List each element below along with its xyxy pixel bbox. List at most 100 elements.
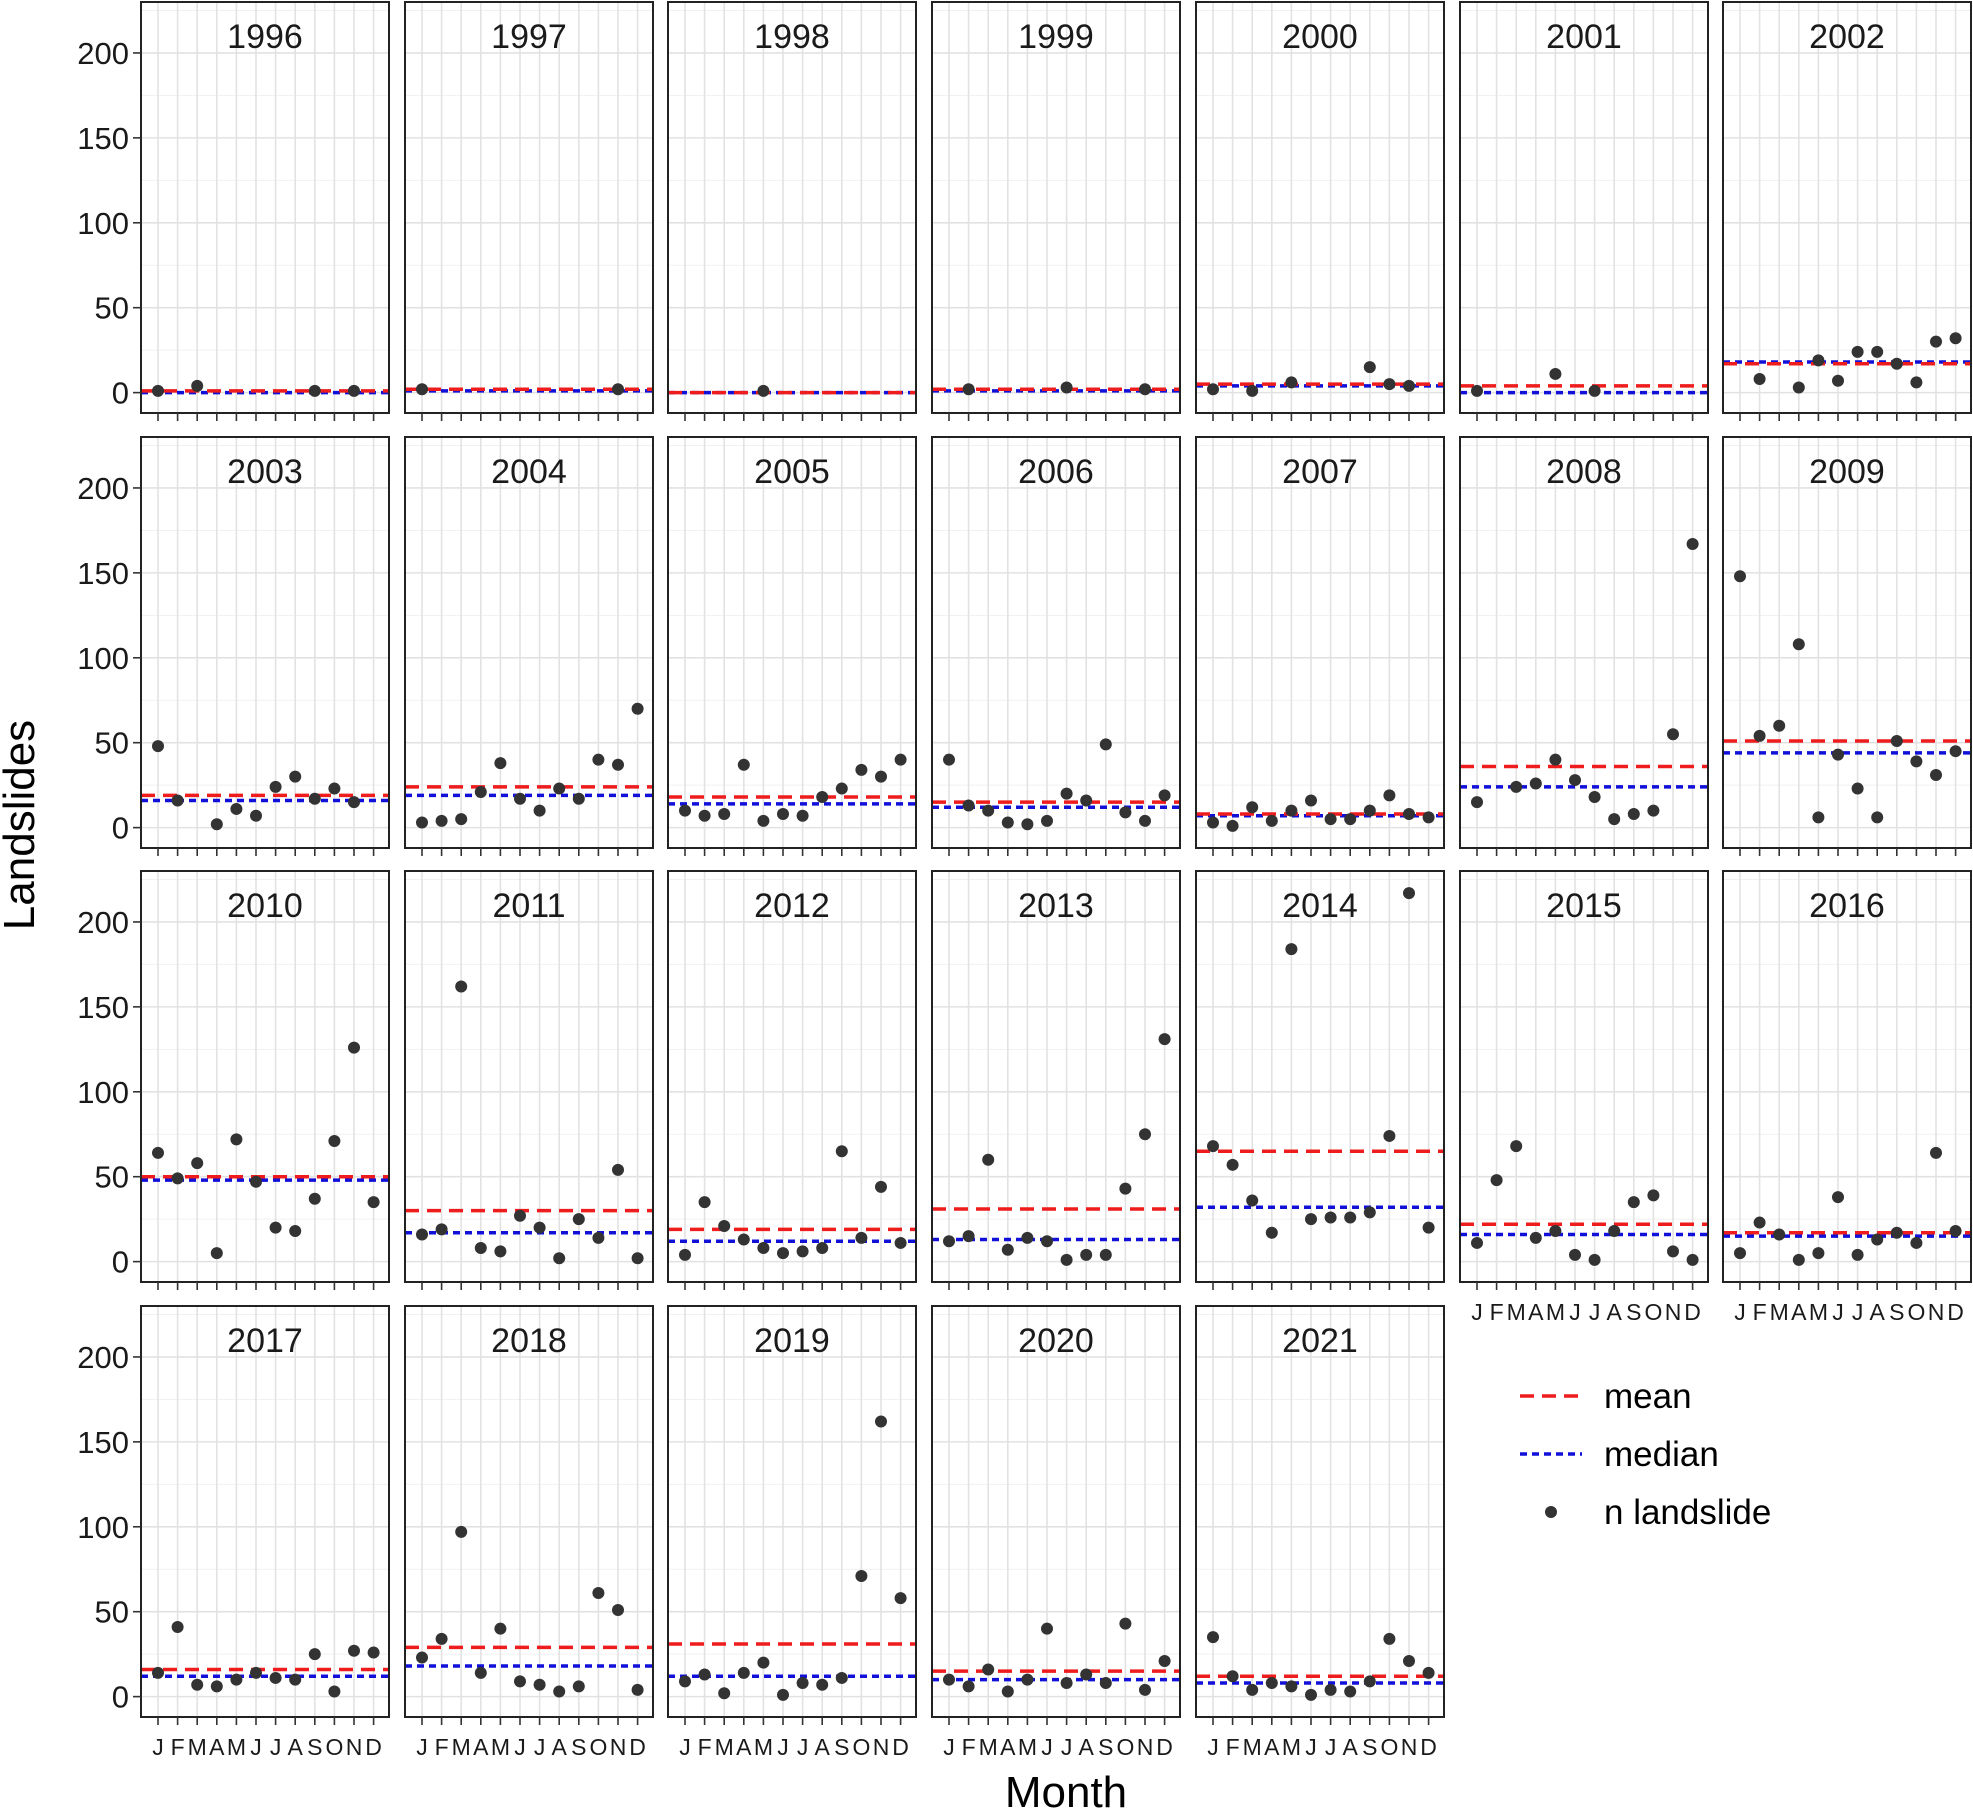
x-tick-label: J [1852, 1299, 1864, 1325]
panel-title: 2002 [1809, 18, 1885, 56]
data-point [1949, 332, 1962, 345]
data-point [1549, 367, 1562, 380]
x-tick-label: O [325, 1734, 343, 1760]
data-point [816, 791, 829, 804]
data-point [1608, 1225, 1621, 1238]
data-point [1910, 1236, 1923, 1249]
data-point [553, 782, 566, 795]
data-point [1383, 1632, 1396, 1645]
panel-background [1723, 2, 1971, 413]
data-point [494, 1245, 507, 1258]
data-point [435, 814, 448, 827]
panel-background [1196, 437, 1444, 848]
data-point [328, 1135, 341, 1148]
data-point [1930, 1146, 1942, 1159]
gridlines [405, 437, 653, 848]
panel-border [404, 1305, 654, 1718]
data-point [289, 770, 302, 783]
y-tick-label: 200 [77, 36, 129, 71]
data-point [757, 814, 770, 827]
x-tick-label: O [1116, 1734, 1134, 1760]
panel-title: 2000 [1282, 18, 1358, 56]
data-point [1812, 811, 1825, 824]
x-tick-label: S [1362, 1734, 1377, 1760]
data-point [348, 1644, 360, 1657]
data-point [835, 1671, 848, 1684]
data-point [1099, 738, 1112, 751]
data-point [875, 770, 887, 783]
x-tick-label: A [1000, 1734, 1016, 1760]
data-point [1471, 796, 1483, 809]
x-tick-label: A [1791, 1299, 1807, 1325]
panel-title: 2007 [1282, 453, 1358, 491]
y-tick-label: 0 [112, 811, 129, 846]
data-point [171, 1620, 184, 1633]
x-tick-label: O [1380, 1734, 1398, 1760]
data-point [1734, 1247, 1746, 1260]
data-point [1890, 735, 1903, 748]
panel-border [931, 436, 1181, 849]
y-tick-label: 50 [95, 726, 129, 761]
data-point [1119, 806, 1132, 819]
panel-border [1459, 1, 1709, 414]
x-tick-label: A [552, 1734, 568, 1760]
data-point [1383, 789, 1396, 802]
data-point [612, 1163, 624, 1176]
data-point [435, 1632, 448, 1645]
legend-key-point [1545, 1506, 1557, 1518]
panel-2004: 2004 [404, 436, 654, 856]
data-point [269, 1671, 282, 1684]
panel-2005: 2005 [667, 436, 917, 856]
panel-background [1460, 437, 1708, 848]
data-point [494, 757, 507, 770]
data-point [1753, 373, 1766, 386]
data-point [1753, 1216, 1766, 1229]
data-point [1588, 791, 1601, 804]
panel-title: 2010 [227, 887, 303, 925]
data-point [514, 1209, 526, 1222]
x-tick-label: N [1401, 1734, 1418, 1760]
panel-background [1723, 871, 1971, 1282]
data-point [152, 1146, 164, 1159]
data-point [1285, 943, 1298, 956]
data-point [1471, 1236, 1483, 1249]
x-tick-label: M [491, 1734, 510, 1760]
gridlines [141, 2, 389, 413]
data-point [1549, 753, 1562, 766]
panel-2009: 2009 [1722, 436, 1972, 856]
data-point [367, 1646, 380, 1659]
data-point [631, 1252, 644, 1265]
panel-title: 2008 [1546, 453, 1622, 491]
x-tick-label: J [1832, 1299, 1844, 1325]
panel-title: 2014 [1282, 887, 1358, 925]
data-point [1910, 755, 1923, 768]
x-tick-label: J [1041, 1734, 1053, 1760]
panel-1997: 1997 [404, 1, 654, 421]
data-point [875, 1180, 887, 1193]
data-point [1285, 376, 1298, 389]
data-point [572, 1680, 585, 1693]
y-tick-label: 150 [77, 121, 129, 156]
data-point [1608, 813, 1621, 826]
data-point [1403, 1654, 1415, 1667]
x-tick-label: O [1644, 1299, 1662, 1325]
data-point [894, 1592, 907, 1605]
data-point [962, 383, 975, 396]
data-point [308, 792, 321, 805]
panel-background [405, 871, 653, 1282]
data-point [1363, 804, 1376, 817]
data-point [698, 809, 711, 822]
x-tick-label: F [435, 1734, 449, 1760]
data-point [435, 1223, 448, 1236]
x-tick-label: J [152, 1734, 164, 1760]
data-point [1949, 745, 1962, 758]
gridlines [668, 1306, 916, 1717]
data-point [1060, 1677, 1073, 1690]
x-tick-label: S [571, 1734, 586, 1760]
data-point [1910, 376, 1923, 389]
data-point [533, 1678, 546, 1691]
y-tick-label: 200 [77, 905, 129, 940]
panel-background [932, 871, 1180, 1282]
data-point [1588, 384, 1601, 397]
panel-2010: 2010 0 50 100 150 200 [77, 870, 390, 1290]
